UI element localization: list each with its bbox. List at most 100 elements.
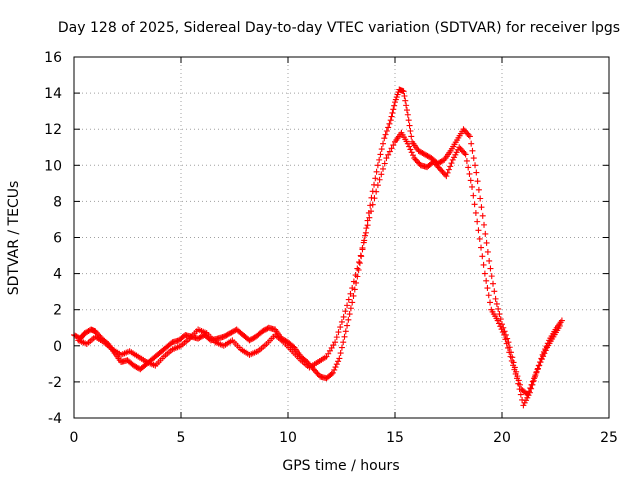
data-point (530, 377, 537, 384)
data-point (132, 363, 139, 370)
data-point (434, 163, 441, 170)
data-point (357, 252, 364, 259)
data-point (445, 166, 452, 173)
data-point (407, 128, 414, 135)
data-point (376, 176, 383, 183)
y-tick-label: 10 (44, 158, 62, 174)
data-point (342, 308, 349, 315)
data-point (461, 127, 468, 134)
data-point (195, 335, 202, 342)
data-point (508, 357, 515, 364)
data-point (404, 140, 411, 147)
data-point (356, 259, 363, 266)
data-point (406, 143, 413, 150)
data-point (351, 286, 358, 293)
data-point (437, 159, 444, 166)
data-point (474, 178, 481, 185)
data-point (259, 328, 266, 335)
data-point (435, 164, 442, 171)
y-tick-labels: -4 -2 0 2 4 6 8 10 12 14 16 (44, 50, 62, 427)
data-point (405, 117, 412, 124)
x-tick-label: 0 (70, 430, 79, 446)
data-point (404, 111, 411, 118)
data-point (225, 330, 232, 337)
data-point (494, 317, 501, 324)
data-point (478, 204, 485, 211)
data-point (507, 353, 514, 360)
data-point (485, 292, 492, 299)
data-point (260, 327, 267, 334)
data-point (526, 389, 533, 396)
data-point (420, 150, 427, 157)
data-point (409, 152, 416, 159)
data-point (416, 148, 423, 155)
data-point (387, 117, 394, 124)
data-point (444, 169, 451, 176)
data-point (438, 167, 445, 174)
y-tick-label: 0 (53, 339, 62, 355)
data-point (472, 209, 479, 216)
data-point (456, 144, 463, 151)
data-point (378, 171, 385, 178)
data-point (411, 155, 418, 162)
data-point (463, 129, 470, 136)
data-point (81, 330, 88, 337)
data-point (457, 145, 464, 152)
data-point (465, 131, 472, 138)
data-point (506, 349, 513, 356)
data-point (513, 375, 520, 382)
data-point (531, 373, 538, 380)
data-point (328, 370, 335, 377)
data-point (364, 222, 371, 229)
data-point (501, 331, 508, 338)
data-point (382, 131, 389, 138)
data-point (385, 124, 392, 131)
data-point (362, 232, 369, 239)
data-point (436, 165, 443, 172)
data-point (544, 340, 551, 347)
y-tick-label: -4 (48, 411, 62, 427)
data-point (355, 266, 362, 273)
data-point (512, 370, 519, 377)
data-point (438, 158, 445, 165)
data-point (492, 295, 499, 302)
x-tick-label: 5 (177, 430, 186, 446)
data-point (495, 305, 502, 312)
data-point (373, 168, 380, 175)
data-point (433, 161, 440, 168)
data-point (484, 248, 491, 255)
data-point (511, 366, 518, 373)
data-point (378, 146, 385, 153)
y-axis-label: SDTVAR / TECUs (6, 181, 22, 296)
data-point (342, 328, 349, 335)
data-point (340, 339, 347, 346)
data-point (331, 366, 338, 373)
data-point (390, 106, 397, 113)
data-point (346, 311, 353, 318)
data-point (381, 135, 388, 142)
series-1 (75, 129, 565, 409)
data-point (329, 369, 336, 376)
data-point (502, 336, 509, 343)
x-tick-label: 20 (493, 430, 511, 446)
data-point (224, 331, 231, 338)
data-point (476, 235, 483, 242)
data-point (369, 201, 376, 208)
data-point (250, 335, 257, 342)
data-point (479, 253, 486, 260)
data-point (82, 329, 89, 336)
data-point (332, 364, 339, 371)
data-point (558, 317, 565, 324)
data-point (488, 273, 495, 280)
data-point (374, 182, 381, 189)
data-point (415, 159, 422, 166)
x-tick-label: 25 (600, 430, 618, 446)
data-point (491, 288, 498, 295)
data-point (473, 169, 480, 176)
data-point (467, 177, 474, 184)
data-point (84, 328, 91, 335)
data-point (470, 155, 477, 162)
data-point (338, 318, 345, 325)
data-point (373, 188, 380, 195)
y-tick-label: 14 (44, 86, 62, 102)
